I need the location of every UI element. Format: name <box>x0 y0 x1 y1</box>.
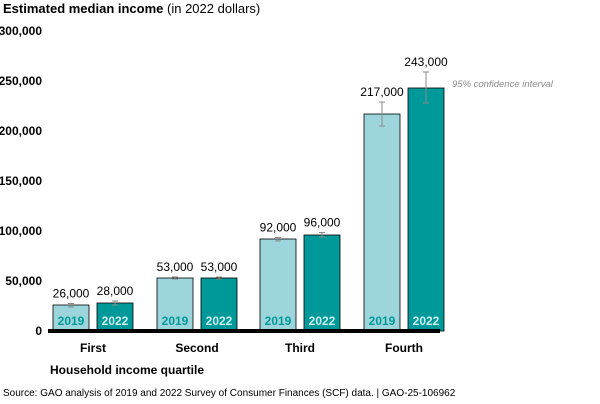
x-tick-label: First <box>80 341 106 355</box>
bar-year-label: 2022 <box>102 314 129 328</box>
ci-annotation: 95% confidence interval <box>452 79 554 90</box>
bar-year-label: 2022 <box>413 314 440 328</box>
y-tick-label: 250,000 <box>0 74 42 88</box>
x-tick-label: Third <box>285 341 315 355</box>
y-tick-label: 100,000 <box>0 224 42 238</box>
y-tick-label: 50,000 <box>5 274 42 288</box>
chart-title-unit: (in 2022 dollars) <box>167 1 261 16</box>
data-label: 28,000 <box>97 284 134 298</box>
data-label: 217,000 <box>360 85 404 99</box>
x-tick-label: Second <box>175 341 218 355</box>
source-note: Source: GAO analysis of 2019 and 2022 Su… <box>3 388 456 399</box>
data-label: 243,000 <box>404 55 448 69</box>
y-tick-label: 150,000 <box>0 174 42 188</box>
chart-title-bold: Estimated median income <box>3 1 164 16</box>
data-label: 92,000 <box>260 221 297 235</box>
data-label: 53,000 <box>201 260 238 274</box>
y-tick-label: 200,000 <box>0 124 42 138</box>
x-tick-label: Fourth <box>385 341 423 355</box>
bar-year-label: 2019 <box>58 314 85 328</box>
x-axis-title: Household income quartile <box>50 363 205 377</box>
y-tick-label: 0 <box>35 324 42 338</box>
bar-year-label: 2019 <box>369 314 396 328</box>
data-label: 26,000 <box>53 287 90 301</box>
chart-title: Estimated median income (in 2022 dollars… <box>3 1 260 16</box>
bar-year-label: 2022 <box>309 314 336 328</box>
bar-year-label: 2019 <box>265 314 292 328</box>
bar-year-label: 2019 <box>162 314 189 328</box>
bar <box>407 87 445 332</box>
y-tick-label: 300,000 <box>0 24 42 38</box>
data-label: 53,000 <box>157 260 194 274</box>
bar <box>52 304 90 332</box>
bar <box>200 277 238 332</box>
data-label: 96,000 <box>304 216 341 230</box>
bar <box>96 302 134 332</box>
bar <box>363 113 401 332</box>
bar <box>156 277 194 332</box>
bar-year-label: 2022 <box>206 314 233 328</box>
